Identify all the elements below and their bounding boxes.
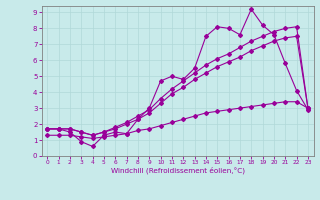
X-axis label: Windchill (Refroidissement éolien,°C): Windchill (Refroidissement éolien,°C) <box>111 167 244 174</box>
